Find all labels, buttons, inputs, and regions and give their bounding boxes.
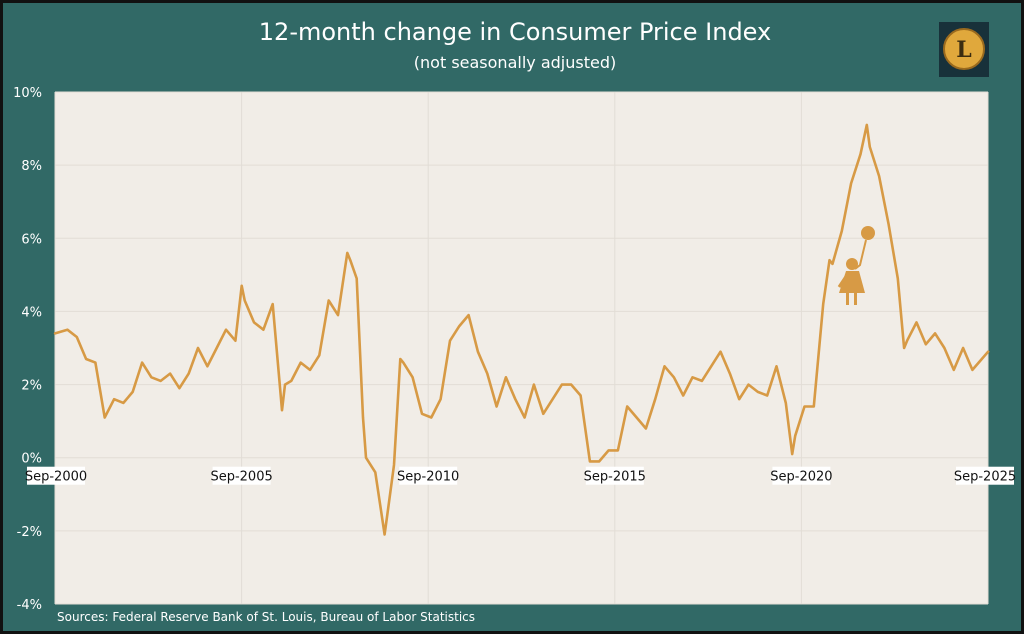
chart-title: 12-month change in Consumer Price Index (259, 18, 771, 46)
x-tick-label-bg (212, 466, 271, 485)
x-tick: Sep-2005 (210, 466, 273, 485)
y-tick-label: 6% (21, 232, 42, 247)
x-tick-label-bg (399, 466, 458, 485)
x-tick: Sep-2020 (770, 466, 833, 485)
x-tick-label-bg (772, 466, 831, 485)
x-tick-label: Sep-2020 (770, 470, 832, 485)
series-line-cpi (53, 123, 990, 536)
x-tick-label: Sep-2010 (397, 470, 459, 485)
y-tick-label: 10% (13, 86, 42, 101)
letter-l-coin-logo: L (943, 28, 985, 70)
cpi-line-chart: 12-month change in Consumer Price Index … (13, 18, 1016, 624)
x-axis-ticks: Sep-2000 Sep-2005 Sep-2010 Sep-2015 Sep-2020… (25, 466, 1016, 485)
y-tick-label: 4% (21, 305, 42, 320)
x-tick: Sep-2025 (954, 466, 1016, 485)
x-tick: Sep-2010 (397, 466, 459, 485)
girl-with-balloon-icon (837, 226, 875, 305)
grid-lines (54, 91, 989, 605)
x-tick-label: Sep-2025 (954, 470, 1016, 485)
chart-subtitle: (not seasonally adjusted) (414, 53, 616, 72)
x-tick-label: Sep-2000 (25, 470, 87, 485)
x-tick-label-bg (27, 466, 85, 485)
y-tick-label: -2% (17, 525, 42, 540)
plot-area (55, 92, 988, 604)
x-tick: Sep-2000 (25, 466, 87, 485)
y-tick-label: 2% (21, 379, 42, 394)
source-note: Sources: Federal Reserve Bank of St. Lou… (57, 610, 475, 624)
logo-badge: L (939, 22, 989, 77)
x-tick-label: Sep-2015 (584, 470, 646, 485)
x-tick-label-bg (585, 466, 644, 485)
y-axis-ticks: 10% 8% 6% 4% 2% 0% -2% -4% (13, 86, 42, 613)
x-tick-label-bg (956, 466, 1014, 485)
x-tick-label: Sep-2005 (210, 470, 272, 485)
logo-letter: L (956, 37, 971, 63)
x-tick: Sep-2015 (584, 466, 646, 485)
y-tick-label: 8% (21, 159, 42, 174)
y-tick-label: 0% (21, 452, 42, 467)
y-tick-label: -4% (17, 598, 42, 613)
